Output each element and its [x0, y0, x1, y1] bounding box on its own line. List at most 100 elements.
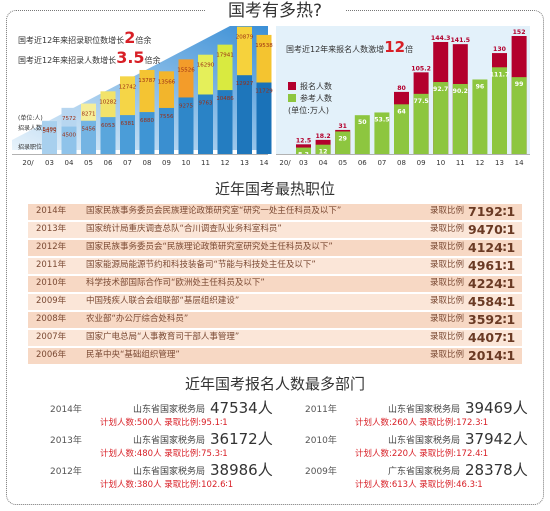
chart1-label-positions: 11729 [255, 89, 273, 95]
chart2-label-examinees: 99 [515, 81, 524, 88]
chart2-x-tick: 14 [515, 159, 524, 167]
chart2-bar-examinees [472, 79, 488, 154]
dept-detail: 计划人数:260人 录取比例:172.3∶1 [355, 418, 489, 428]
chart1-label-recruits: 8271 [82, 112, 96, 118]
chart1-label-positions: 9763 [199, 100, 213, 106]
job-ratio: 4961∶1 [468, 258, 516, 273]
job-year: 2013年 [36, 224, 67, 234]
chart2-label-applicants: 80 [397, 85, 406, 92]
chart1-x-axis-lead: 20/ [22, 159, 34, 167]
job-ratio-label: 录取比例 [430, 332, 465, 342]
chart2-x-tick: 05 [338, 159, 347, 167]
chart1-bar-positions [120, 115, 135, 154]
chart1-label-recruits: 13566 [158, 79, 176, 85]
job-position: 国家能源局能源节约和科技装备司“节能与科技处主任及以下” [86, 260, 316, 270]
chart1-row-label-positions: 招录职位 [18, 143, 42, 151]
chart1-label-recruits: 13787 [138, 78, 156, 84]
job-ratio-label: 录取比例 [430, 296, 465, 306]
chart-applicants: 国考近12年来报名人数激增12倍 报名人数 参考人数 (单位:万人) 12.5 8… [276, 26, 530, 167]
job-year: 2014年 [36, 206, 67, 216]
chart1-label-recruits: 5475 [43, 129, 57, 135]
chart2-label-examinees: 77.5 [413, 98, 428, 105]
job-position: 中国残疾人联合会组联部“基层组织建设” [86, 296, 240, 306]
chart1-x-tick: 05 [84, 159, 93, 167]
job-ratio-label: 录取比例 [430, 278, 465, 288]
dept-detail: 计划人数:220人 录取比例:172.4∶1 [355, 449, 489, 459]
job-ratio-label: 录取比例 [430, 206, 465, 216]
chart2-x-tick: 07 [377, 159, 386, 167]
job-year: 2008年 [36, 314, 67, 324]
chart2-x-tick: 04 [319, 159, 328, 167]
job-row: 2012年 国家民族事务委员会“民族理论政策研究室研究处主任科员及以下” 录取比例 4… [28, 240, 522, 256]
page-title: 国考有多热? [205, 0, 345, 22]
dept-year: 2014年 [50, 405, 82, 415]
chart2-x-tick: 09 [417, 159, 426, 167]
chart1-x-tick: 11 [201, 159, 210, 167]
dept-year: 2011年 [305, 405, 337, 415]
dept-year: 2009年 [305, 467, 337, 477]
job-row: 2008年 农业部“办公厅综合处科员” 录取比例 3592∶1 [28, 312, 522, 328]
dept-year: 2012年 [50, 467, 82, 477]
chart1-label-positions: 5400 [43, 127, 57, 133]
chart2-label-applicants: 130 [493, 46, 507, 53]
job-ratio: 4224∶1 [468, 276, 516, 291]
chart1-label-recruits: 10282 [99, 99, 117, 105]
chart2-label-examinees: 90.2 [453, 88, 468, 95]
chart2-bar-examinees [315, 144, 331, 154]
job-ratio-label: 录取比例 [430, 350, 465, 360]
chart1-x-tick: 03 [45, 159, 54, 167]
job-ratio: 4407∶1 [468, 330, 516, 345]
dept-count: 47534人 [210, 399, 273, 417]
chart2-bar-examinees [452, 83, 468, 154]
dept-name: 广东省国家税务局 [387, 467, 460, 477]
chart2-annotation: 国考近12年来报名人数激增12倍 [286, 38, 413, 56]
chart1-bar-positions [256, 82, 272, 154]
chart2-label-applicants: 31 [338, 123, 347, 130]
chart1-label-recruits: 17941 [216, 53, 234, 59]
job-ratio: 4584∶1 [468, 294, 516, 309]
chart2-label-applicants: 18.2 [315, 133, 330, 140]
chart2-label-examinees: 64 [397, 108, 406, 115]
job-ratio-label: 录取比例 [430, 314, 465, 324]
chart2-label-examinees: 8.3 [298, 152, 309, 159]
chart1-label-recruits: 20879 [236, 35, 254, 41]
job-ratio-label: 录取比例 [430, 224, 465, 234]
chart1-x-tick: 04 [65, 159, 74, 167]
chart2-bar-examinees [492, 67, 507, 154]
job-position: 科学技术部国际合作司“欧洲处主任科员及以下” [86, 278, 265, 288]
job-ratio: 2014∶1 [468, 348, 516, 363]
chart2-label-applicants: 144.3 [431, 35, 451, 42]
chart1-bar-positions [159, 107, 174, 154]
chart1-annotation-2: 国考近12年来招录人数增长3.5倍余 [18, 48, 161, 67]
chart2-bar-examinees [511, 77, 527, 154]
chart2-label-examinees: 111.7 [490, 71, 510, 78]
chart2-bar-examinees [354, 115, 370, 154]
chart1-annotation-1: 国考近12年来招录职位数增长2倍余 [18, 28, 151, 47]
dept-entry: 2010年 山东省国家税务局 37942人 计划人数:220人 录取比例:172.4∶… [305, 430, 550, 462]
chart1-x-tick: 07 [123, 159, 132, 167]
dept-name: 山东省国家税务局 [387, 436, 460, 446]
chart2-bar-examinees [335, 131, 351, 154]
chart1-label-positions: 7556 [160, 114, 174, 120]
chart1-bar-positions [61, 126, 77, 154]
job-ratio: 4124∶1 [468, 240, 516, 255]
chart2-label-applicants: 105.2 [411, 65, 431, 72]
job-year: 2011年 [36, 260, 67, 270]
chart1-label-recruits: 7572 [62, 116, 76, 122]
dept-title: 近年国考报名人数最多部门 [184, 375, 365, 393]
chart2-x-axis-lead: 20/ [279, 159, 291, 167]
dept-detail: 计划人数:480人 录取比例:75.3∶1 [100, 449, 228, 459]
chart1-x-tick: 12 [221, 159, 230, 167]
chart1-label-recruits: 16290 [197, 63, 215, 69]
chart1-bar-positions [100, 117, 116, 154]
job-row: 2014年 国家民族事务委员会民族理论政策研究室“研究一处主任科员及以下” 录取比例… [28, 204, 522, 220]
chart2-bar-examinees [374, 112, 390, 154]
chart2-x-tick: 03 [299, 159, 308, 167]
hot-jobs-table: 2014年 国家民族事务委员会民族理论政策研究室“研究一处主任科员及以下” 录取比例… [28, 204, 522, 366]
job-year: 2007年 [36, 332, 67, 342]
legend-swatch-applicants [288, 82, 296, 90]
chart2-label-examinees: 12 [319, 149, 328, 156]
chart1-label-positions: 4500 [62, 133, 76, 139]
chart1-label-positions: 5456 [82, 127, 96, 133]
chart2-label-examinees: 53.5 [374, 116, 389, 123]
